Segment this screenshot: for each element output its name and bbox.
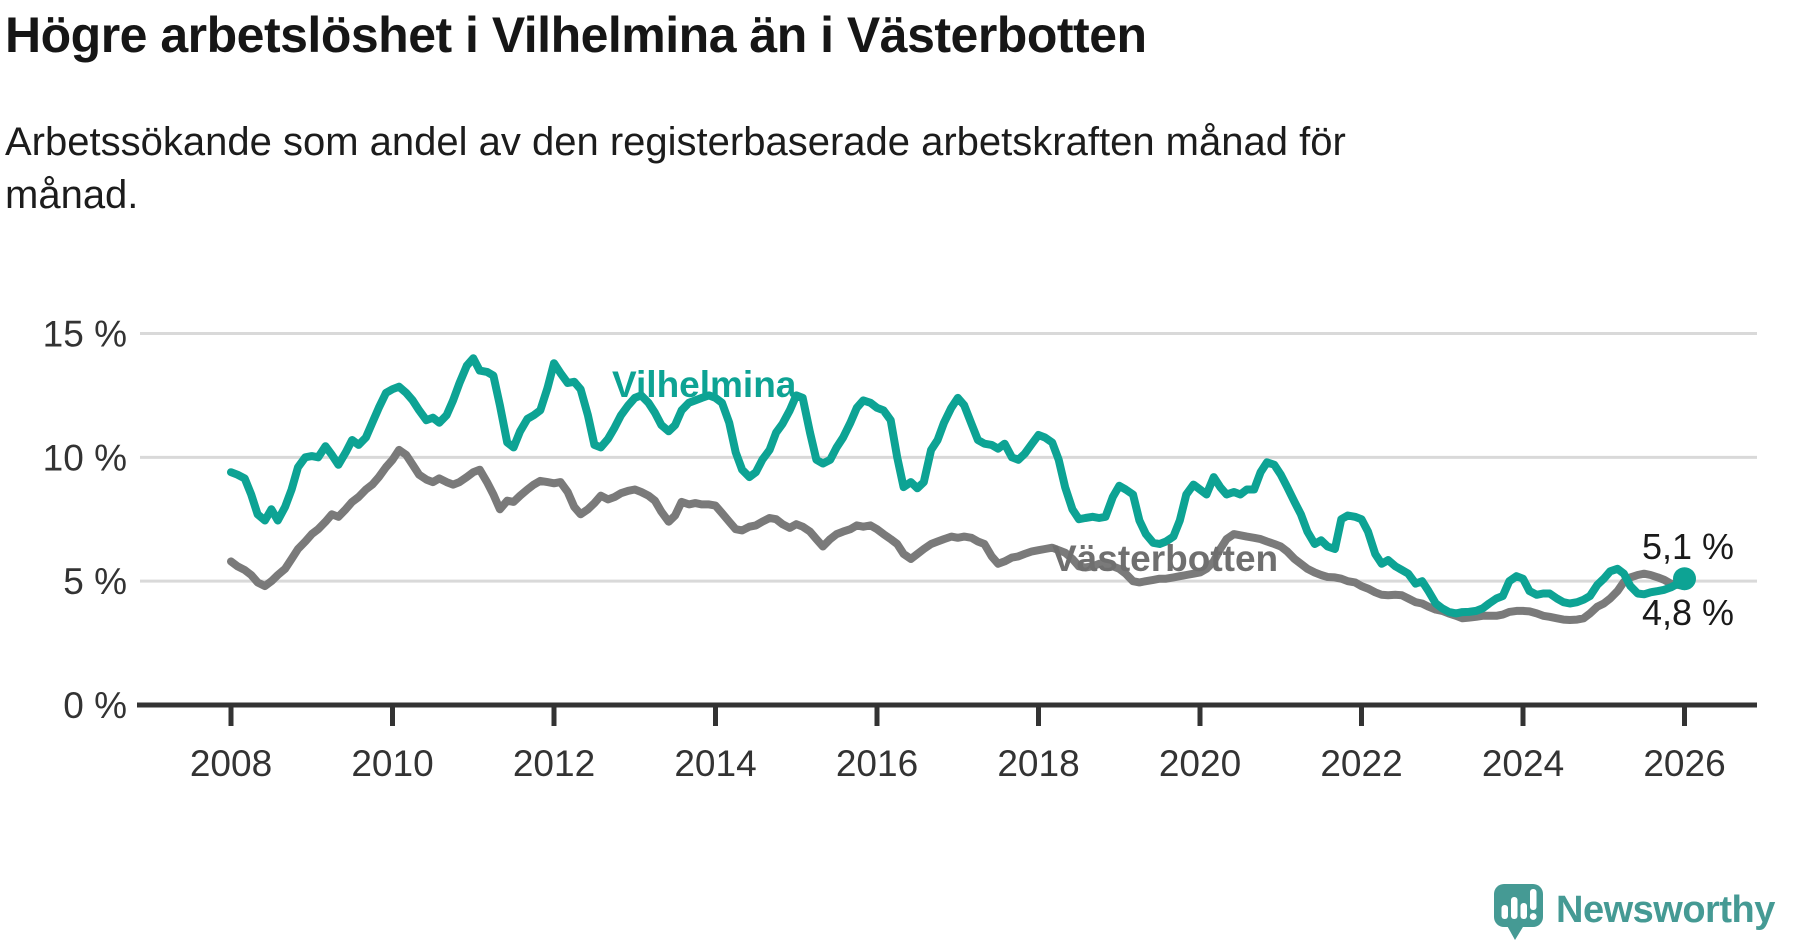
series-line-vilhelmina <box>227 354 1689 618</box>
chart-subtitle: Arbetssökande som andel av den registerb… <box>5 116 1346 222</box>
newsworthy-logo-text: Newsworthy <box>1556 889 1775 931</box>
page-title: Högre arbetslöshet i Vilhelmina än i Väs… <box>5 7 1147 63</box>
newsworthy-logo: Newsworthy <box>1494 884 1776 940</box>
end-value-label-vilhelmina: 5,1 % <box>1642 526 1734 567</box>
x-axis-tick-label: 2016 <box>836 743 918 784</box>
end-value-label-vasterbotten: 4,8 % <box>1642 592 1734 633</box>
x-axis-tick-label: 2024 <box>1482 743 1564 784</box>
y-axis-tick-label: 0 % <box>63 685 127 726</box>
x-axis-tick-label: 2022 <box>1320 743 1402 784</box>
y-axis-tick-label: 10 % <box>43 437 127 478</box>
series-label-vasterbotten: Västerbotten <box>1052 538 1278 579</box>
subtitle-line-2: månad. <box>5 173 139 217</box>
series-endpoint-dot <box>1673 567 1696 591</box>
newsworthy-logo-icon <box>1494 884 1543 940</box>
x-axis-tick-label: 2026 <box>1643 743 1725 784</box>
series-label-vilhelmina: Vilhelmina <box>612 364 797 405</box>
x-axis: 2008 2010 2012 2014 2016 2018 2020 2022 2024 2026 <box>137 702 1757 784</box>
y-axis-tick-label: 5 % <box>63 561 127 602</box>
series-line-vsterbotten <box>227 445 1689 624</box>
x-axis-tick-label: 2018 <box>997 743 1079 784</box>
x-axis-tick-label: 2014 <box>674 743 756 784</box>
x-axis-tick-label: 2010 <box>351 743 433 784</box>
x-axis-tick-label: 2008 <box>190 743 272 784</box>
y-axis-tick-label: 15 % <box>43 313 127 354</box>
gridlines: 0 % 5 % 10 % 15 % <box>43 313 1757 726</box>
series-lines <box>227 354 1696 624</box>
x-axis-tick-label: 2012 <box>513 743 595 784</box>
x-axis-tick-label: 2020 <box>1159 743 1241 784</box>
subtitle-line-1: Arbetssökande som andel av den registerb… <box>5 120 1346 164</box>
